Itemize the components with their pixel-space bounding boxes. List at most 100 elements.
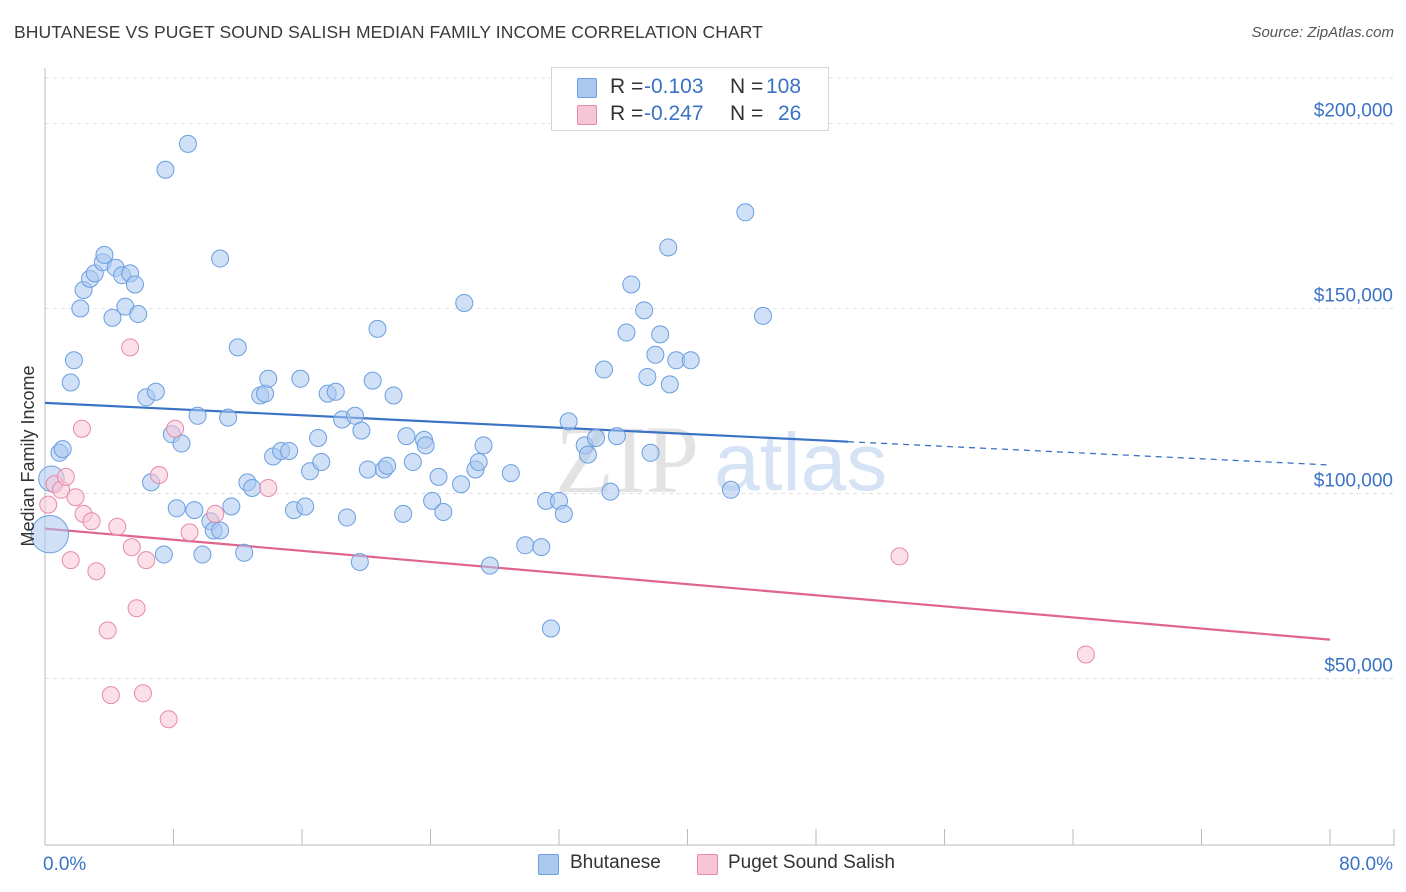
bhutanese-point [384, 386, 403, 405]
legend-row-bhutanese: R = -0.103 N = 108 [552, 74, 828, 100]
bhutanese-point [280, 441, 299, 460]
bhutanese-point [429, 467, 448, 486]
bhutanese-point [681, 351, 700, 370]
salish-point [98, 621, 117, 640]
bhutanese-point [646, 345, 665, 364]
axes [44, 68, 1395, 846]
bhutanese-point [71, 299, 90, 318]
bhutanese-point [228, 338, 247, 357]
bhutanese-point [541, 619, 560, 638]
bhutanese-point [659, 238, 678, 257]
bhutanese-point [350, 552, 369, 571]
bhutanese-point [594, 360, 613, 379]
bhutanese-point [193, 545, 212, 564]
bhutanese-point [156, 160, 175, 179]
bhutanese-point [337, 508, 356, 527]
bhutanese-point [452, 475, 471, 494]
bhutanese-point [601, 482, 620, 501]
y-tick-label: $50,000 [1324, 656, 1393, 677]
bhutanese-point [178, 134, 197, 153]
bhutanese-point [235, 543, 254, 562]
bhutanese-point [326, 382, 345, 401]
bhutanese-point [394, 504, 413, 523]
salish-point [890, 547, 909, 566]
bhutanese-point [397, 427, 416, 446]
bhutanese-point [363, 371, 382, 390]
bhutanese-point [358, 460, 377, 479]
bhutanese-point [753, 306, 772, 325]
salish-point [72, 419, 91, 438]
bhutanese-point [578, 445, 597, 464]
legend-n-label: N = [730, 102, 764, 125]
bhutanese-point [309, 429, 328, 447]
salish-point [127, 599, 146, 618]
bhutanese-point [352, 421, 371, 440]
bhutanese-trend-line [44, 401, 849, 443]
salish-point [133, 684, 152, 703]
bhutanese-point [259, 369, 278, 388]
bhutanese-point [403, 453, 422, 472]
bhutanese-point [211, 249, 230, 268]
bhutanese-trend-extension [848, 441, 1331, 466]
y-tick-label: $100,000 [1314, 471, 1393, 492]
salish-point [101, 686, 120, 705]
bhutanese-point [222, 497, 241, 516]
bhutanese-point [146, 382, 165, 401]
salish-point [122, 538, 141, 557]
chart-title: BHUTANESE VS PUGET SOUND SALISH MEDIAN F… [14, 22, 763, 42]
bottom-legend-label: Bhutanese [570, 852, 661, 873]
bhutanese-point [736, 203, 755, 222]
bhutanese-point [61, 373, 80, 392]
bhutanese-point [721, 480, 740, 499]
bottom-legend-swatch [538, 854, 559, 875]
salish-point [56, 467, 75, 486]
bhutanese-point [559, 412, 578, 431]
data-points [30, 134, 1095, 729]
bhutanese-point [154, 545, 173, 564]
legend-swatch-salish [577, 105, 597, 125]
bhutanese-point [125, 275, 144, 294]
source-label: Source: ZipAtlas.com [1251, 24, 1394, 41]
legend-r-label: R = [610, 75, 644, 98]
bhutanese-point [243, 478, 262, 497]
bhutanese-point [219, 408, 238, 427]
bhutanese-point [586, 429, 605, 447]
y-tick-label: $200,000 [1314, 101, 1393, 122]
bhutanese-point [129, 305, 148, 324]
salish-point [159, 710, 178, 729]
bhutanese-point [622, 275, 641, 294]
salish-trend-line [44, 527, 1331, 641]
watermark-zip: ZIP [555, 406, 699, 513]
bhutanese-point [103, 308, 122, 327]
bhutanese-point [30, 515, 70, 554]
salish-point [150, 466, 169, 484]
salish-point [137, 551, 156, 570]
bhutanese-point [516, 536, 535, 555]
legend-row-salish: R = -0.247 N = 26 [552, 101, 828, 127]
salish-point [1076, 645, 1095, 664]
bhutanese-point [554, 504, 573, 523]
bhutanese-point [455, 293, 474, 312]
salish-point [39, 495, 58, 514]
bhutanese-point [188, 406, 207, 425]
salish-point [61, 551, 80, 570]
grid-lines [45, 77, 1395, 679]
legend-r-label: R = [610, 102, 644, 125]
bhutanese-point [501, 464, 520, 483]
legend-n-value: 108 [766, 75, 802, 98]
bhutanese-point [167, 499, 186, 518]
bhutanese-point [291, 369, 310, 388]
x-tick-label-max: 80.0% [1339, 854, 1393, 875]
salish-point [180, 523, 199, 542]
bhutanese-point [256, 384, 275, 403]
bhutanese-point [185, 501, 204, 520]
legend-r-value: -0.103 [644, 75, 704, 98]
salish-point [87, 562, 106, 581]
legend-n-value: 26 [778, 102, 802, 125]
bhutanese-point [95, 245, 114, 264]
bhutanese-point [660, 375, 679, 394]
bhutanese-point [211, 521, 230, 540]
bottom-legend-swatch [697, 854, 718, 875]
stats-legend: R = -0.103 N = 108 R = -0.247 N = 26 [551, 67, 829, 131]
